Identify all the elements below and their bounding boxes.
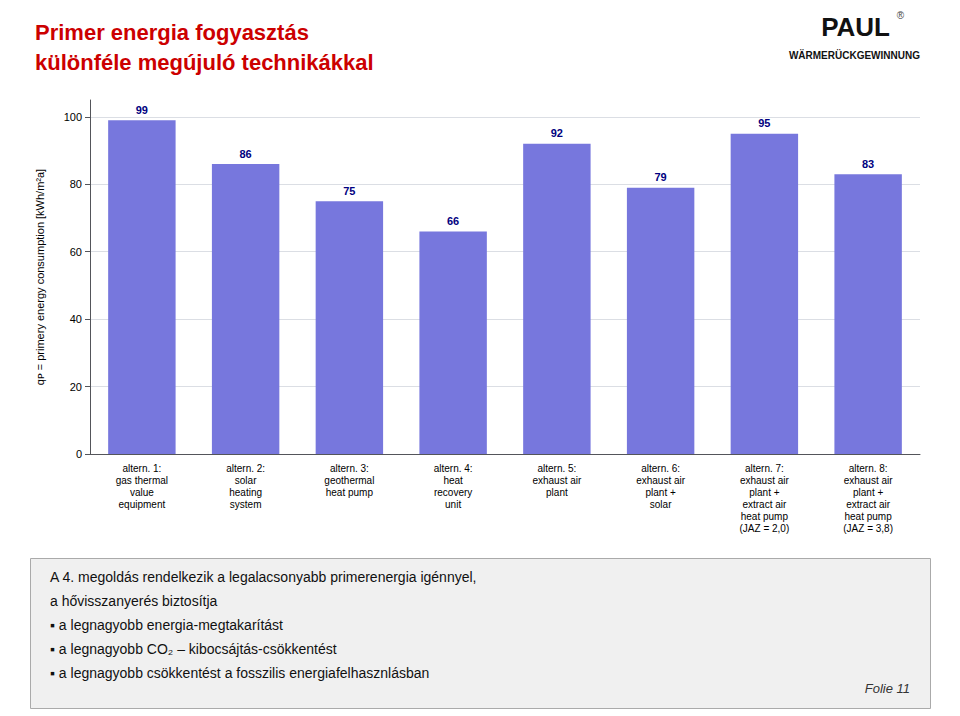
svg-text:különféle megújuló technikákka: különféle megújuló technikákkal [35, 50, 374, 75]
svg-text:altern. 3:: altern. 3: [330, 463, 369, 474]
svg-text:heat pump: heat pump [326, 487, 374, 498]
svg-text:Folie 11: Folie 11 [865, 681, 910, 696]
svg-text:▪ a legnagyobb energia-megtaka: ▪ a legnagyobb energia-megtakarítást [50, 617, 283, 633]
svg-text:60: 60 [70, 246, 82, 258]
svg-text:plant: plant [546, 487, 568, 498]
svg-text:79: 79 [655, 171, 667, 183]
svg-text:geothermal: geothermal [324, 475, 374, 486]
svg-text:▪ a legnagyobb CO₂ – kibocsájt: ▪ a legnagyobb CO₂ – kibocsájtás-csökken… [50, 641, 337, 657]
svg-text:99: 99 [136, 104, 148, 116]
svg-text:unit: unit [445, 499, 461, 510]
svg-text:solar: solar [650, 499, 672, 510]
svg-text:heat pump: heat pump [844, 511, 892, 522]
svg-text:altern. 4:: altern. 4: [434, 463, 473, 474]
svg-text:altern. 5:: altern. 5: [537, 463, 576, 474]
svg-text:40: 40 [70, 313, 82, 325]
svg-text:qᴘ = primery energy consumptio: qᴘ = primery energy consumption [kWh/m²a… [34, 169, 46, 385]
svg-text:plant +: plant + [853, 487, 883, 498]
svg-text:equipment: equipment [119, 499, 166, 510]
svg-text:(JAZ = 2,0): (JAZ = 2,0) [740, 523, 790, 534]
svg-text:83: 83 [862, 158, 874, 170]
svg-text:altern. 7:: altern. 7: [745, 463, 784, 474]
svg-text:altern. 6:: altern. 6: [641, 463, 680, 474]
svg-text:92: 92 [551, 127, 563, 139]
svg-text:heating: heating [229, 487, 262, 498]
svg-text:heat pump: heat pump [741, 511, 789, 522]
svg-text:80: 80 [70, 178, 82, 190]
svg-text:exhaust air: exhaust air [532, 475, 582, 486]
svg-text:exhaust air: exhaust air [636, 475, 686, 486]
svg-text:plant +: plant + [749, 487, 779, 498]
svg-text:100: 100 [64, 111, 82, 123]
svg-text:PAUL: PAUL [821, 12, 890, 42]
svg-text:extract air: extract air [846, 499, 891, 510]
svg-text:recovery: recovery [434, 487, 472, 498]
svg-text:gas thermal: gas thermal [116, 475, 168, 486]
svg-text:WÄRMERÜCKGEWINNUNG: WÄRMERÜCKGEWINNUNG [789, 49, 920, 61]
svg-text:75: 75 [343, 185, 355, 197]
svg-text:value: value [130, 487, 154, 498]
svg-text:plant +: plant + [645, 487, 675, 498]
svg-text:▪ a legnagyobb csökkentést a f: ▪ a legnagyobb csökkentést a fosszilis e… [50, 665, 429, 681]
svg-text:altern. 8:: altern. 8: [849, 463, 888, 474]
svg-text:exhaust air: exhaust air [844, 475, 894, 486]
svg-text:heat: heat [443, 475, 463, 486]
svg-text:(JAZ = 3,8): (JAZ = 3,8) [843, 523, 893, 534]
svg-text:86: 86 [240, 148, 252, 160]
svg-text:Primer energia fogyasztás: Primer energia fogyasztás [35, 20, 309, 45]
svg-text:exhaust air: exhaust air [740, 475, 790, 486]
svg-text:20: 20 [70, 381, 82, 393]
svg-text:®: ® [897, 10, 905, 21]
svg-text:0: 0 [76, 448, 82, 460]
svg-text:95: 95 [758, 117, 770, 129]
svg-text:altern. 1:: altern. 1: [122, 463, 161, 474]
svg-text:solar: solar [235, 475, 257, 486]
svg-text:extract air: extract air [742, 499, 787, 510]
svg-text:A 4. megoldás rendelkezik a le: A 4. megoldás rendelkezik a legalacsonya… [50, 569, 476, 585]
svg-text:system: system [230, 499, 262, 510]
svg-text:66: 66 [447, 215, 459, 227]
svg-text:altern. 2:: altern. 2: [226, 463, 265, 474]
svg-text:a hővisszanyerés biztosítja: a hővisszanyerés biztosítja [50, 593, 218, 609]
